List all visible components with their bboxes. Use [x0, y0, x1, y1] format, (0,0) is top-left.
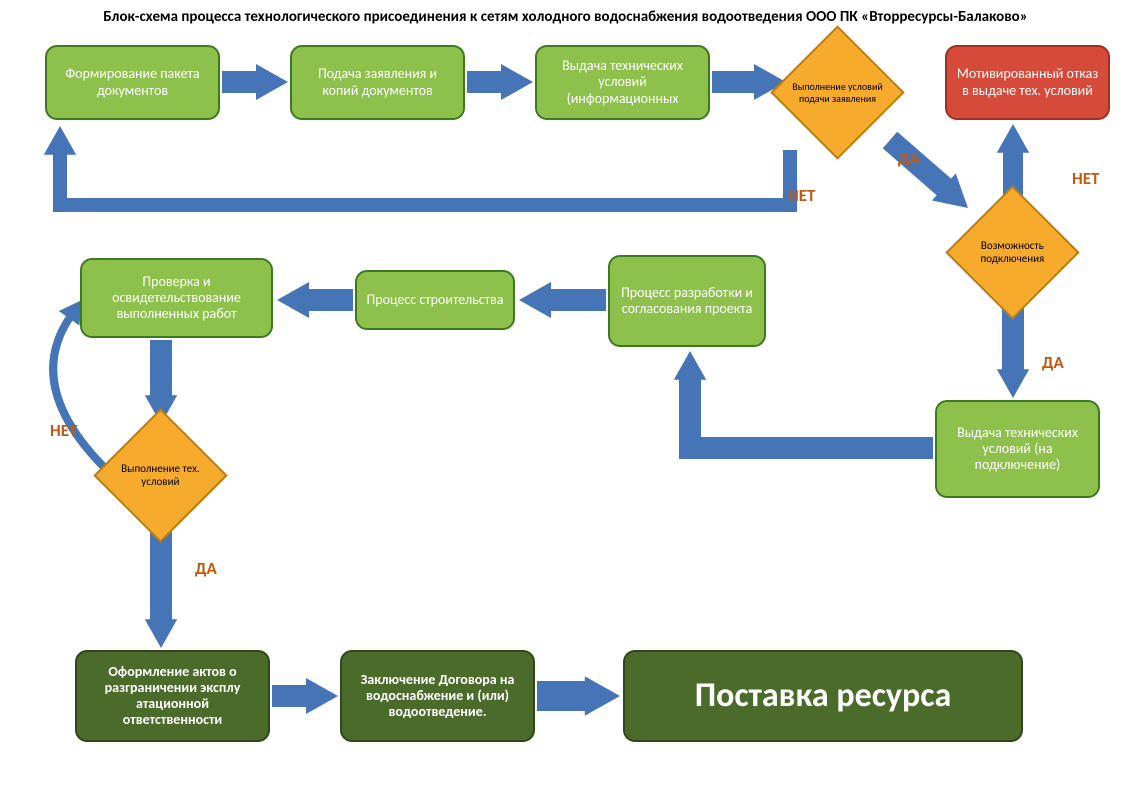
chart-title: Блок-схема процесса технологического при… [0, 8, 1131, 26]
edge-label-l_d1_da: ДА [898, 148, 920, 169]
node-n3: Выдача технических условий (информационн… [535, 45, 710, 120]
node-n8: Выдача технических условий (на подключен… [935, 400, 1100, 498]
edge-label-l_d3_da: ДА [195, 558, 217, 579]
edge-e14 [272, 678, 338, 714]
edge-e13 [145, 528, 177, 648]
edge-e1 [222, 64, 288, 100]
edge-e9 [519, 282, 606, 318]
node-n1: Формирование пакета документов [45, 45, 220, 120]
node-d3: Выполнение тех. условий [93, 408, 227, 542]
node-d3-label: Выполнение тех. условий [115, 463, 206, 488]
node-n9: Оформление актов о разграничении эксплу … [75, 650, 270, 742]
node-n7: Проверка и освидетельствование выполненн… [80, 258, 273, 338]
node-d2: Возможность подключения [945, 185, 1079, 319]
node-d1-label: Выполнение условий подачи заявления [792, 81, 883, 104]
node-n2: Подача заявления и копий документов [290, 45, 465, 120]
node-n10: Заключение Договора на водоснабжение и (… [340, 650, 535, 742]
edge-label-l_d2_da: ДА [1042, 352, 1064, 373]
edge-e10 [277, 282, 353, 318]
node-n6: Процесс строительства [355, 270, 515, 330]
edge-e8 [674, 351, 933, 448]
edge-e2 [467, 64, 533, 100]
edge-label-l_d2_net: НЕТ [1072, 168, 1099, 189]
edge-label-l_d1_net: НЕТ [788, 185, 815, 206]
edge-label-l_d3_net: НЕТ [50, 420, 77, 441]
flowchart-canvas: Блок-схема процесса технологического при… [0, 0, 1131, 800]
node-n4: Мотивированный отказ в выдаче тех. услов… [945, 45, 1110, 120]
edge-e15 [537, 676, 620, 716]
node-n11: Поставка ресурса [623, 650, 1023, 742]
node-n5: Процесс разработки и согласования проект… [608, 255, 766, 347]
edge-e5 [44, 126, 790, 205]
node-d2-label: Возможность подключения [967, 240, 1058, 265]
node-d1: Выполнение условий подачи заявления [770, 25, 904, 159]
